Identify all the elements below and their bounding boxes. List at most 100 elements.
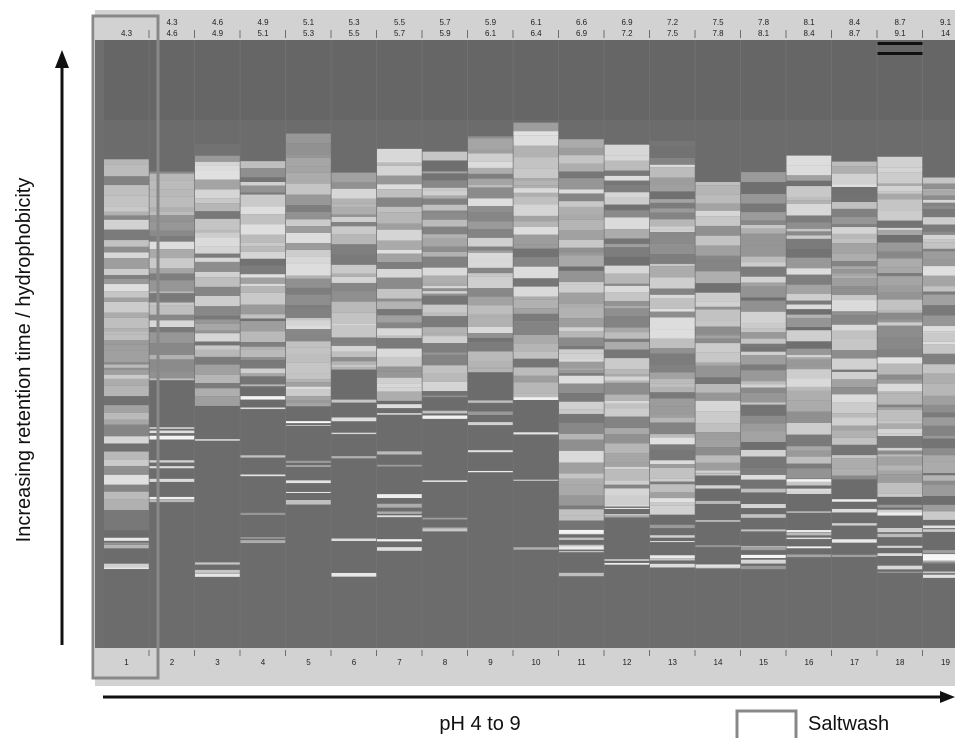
- band: [422, 267, 468, 276]
- band: [877, 433, 923, 437]
- band: [695, 306, 741, 310]
- band: [513, 168, 559, 178]
- band: [604, 338, 650, 342]
- lane-top-dark: [149, 40, 195, 120]
- band: [832, 417, 877, 426]
- band: [923, 417, 955, 426]
- lane-number: 12: [623, 658, 632, 667]
- band: [832, 539, 877, 543]
- band: [786, 215, 832, 223]
- band: [786, 300, 832, 305]
- band: [513, 188, 559, 193]
- band: [695, 423, 741, 433]
- band: [104, 367, 149, 370]
- band: [650, 434, 695, 438]
- band: [923, 574, 955, 578]
- band: [786, 479, 832, 483]
- band: [513, 358, 559, 368]
- band: [468, 367, 513, 369]
- band: [104, 284, 149, 292]
- band: [604, 256, 650, 266]
- band: [786, 203, 832, 216]
- band: [650, 263, 695, 267]
- band: [650, 167, 695, 178]
- band: [695, 384, 741, 393]
- band: [468, 400, 513, 402]
- band: [741, 547, 786, 551]
- band: [923, 562, 955, 564]
- band: [240, 181, 286, 186]
- band: [559, 252, 604, 256]
- lane-top-dark: [468, 40, 513, 120]
- band: [286, 325, 331, 330]
- band: [786, 274, 832, 285]
- band: [513, 393, 559, 400]
- band: [286, 362, 331, 374]
- band: [923, 484, 955, 497]
- band: [604, 204, 650, 211]
- band: [695, 255, 741, 261]
- band: [923, 475, 955, 481]
- band: [422, 160, 468, 172]
- band: [877, 456, 923, 466]
- band: [604, 380, 650, 383]
- band: [195, 323, 240, 331]
- lane-ph-label: 7.8: [758, 18, 770, 27]
- band: [149, 280, 195, 292]
- lane-ph-label: 8.4: [803, 29, 815, 38]
- band: [331, 216, 377, 223]
- band: [240, 185, 286, 193]
- band: [468, 187, 513, 199]
- band: [422, 395, 468, 397]
- lane-ph-label: 4.9: [212, 29, 224, 38]
- lane-number: 11: [577, 658, 586, 667]
- band: [559, 270, 604, 283]
- lane-ph-label: 7.2: [667, 18, 679, 27]
- band: [195, 356, 240, 365]
- band: [832, 338, 877, 351]
- band: [786, 400, 832, 412]
- band: [832, 499, 877, 502]
- band: [240, 251, 286, 259]
- band: [513, 299, 559, 309]
- lane-ph-label: 7.2: [621, 29, 633, 38]
- band: [331, 364, 377, 367]
- band: [377, 184, 422, 190]
- band: [195, 306, 240, 316]
- lane-number: 2: [170, 658, 175, 667]
- band: [559, 450, 604, 463]
- band: [104, 159, 149, 165]
- band: [422, 226, 468, 235]
- band: [650, 191, 695, 200]
- band: [513, 248, 559, 258]
- band: [331, 207, 377, 215]
- band: [377, 322, 422, 329]
- band: [240, 360, 286, 365]
- band: [331, 351, 377, 358]
- band: [604, 305, 650, 309]
- band: [604, 327, 650, 333]
- band: [877, 227, 923, 231]
- band: [331, 244, 377, 255]
- band: [422, 316, 468, 328]
- band: [468, 161, 513, 168]
- lane-top-dark: [923, 40, 955, 120]
- band: [377, 515, 422, 518]
- band: [195, 562, 240, 565]
- band: [377, 315, 422, 323]
- band: [240, 373, 286, 377]
- band: [422, 373, 468, 382]
- band: [468, 267, 513, 274]
- band: [286, 226, 331, 233]
- band: [786, 180, 832, 187]
- band: [832, 330, 877, 339]
- band: [604, 394, 650, 401]
- band: [923, 331, 955, 334]
- band: [923, 341, 955, 345]
- lane-ph-label: 4.3: [121, 29, 133, 38]
- lane-ph-label: 6.9: [621, 18, 633, 27]
- band: [786, 422, 832, 435]
- band: [286, 211, 331, 220]
- band: [786, 378, 832, 387]
- band: [513, 479, 559, 481]
